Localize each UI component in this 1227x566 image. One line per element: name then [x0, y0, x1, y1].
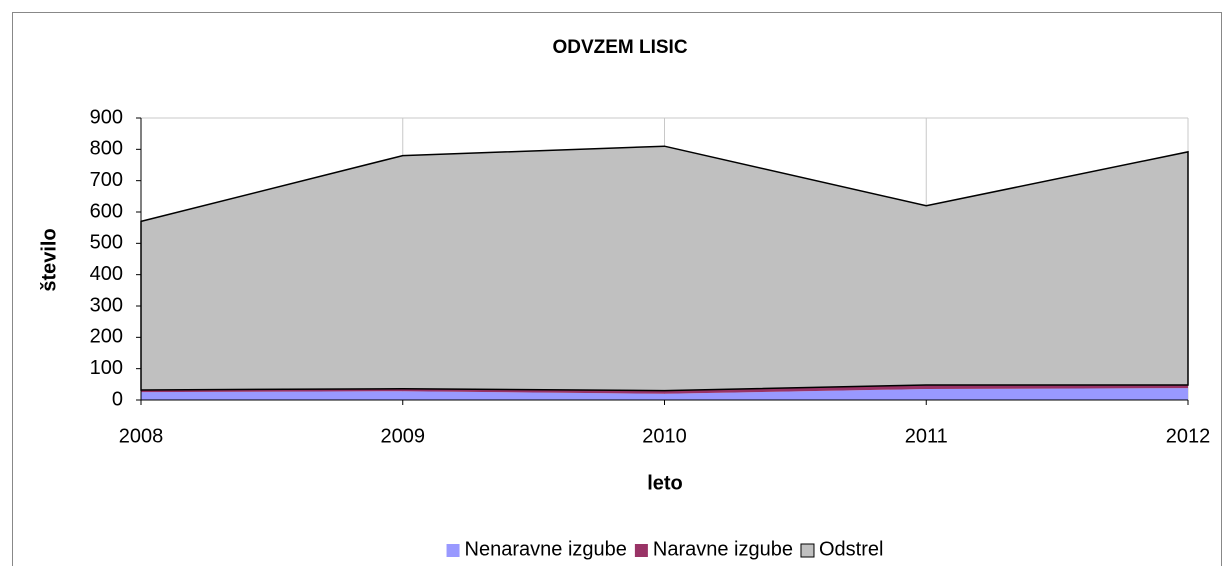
y-tick-label: 800 — [90, 138, 123, 160]
legend-label: Naravne izgube — [653, 538, 793, 560]
legend-label: Odstrel — [819, 538, 883, 560]
x-tick-label: 2008 — [119, 425, 164, 447]
x-tick-label: 2009 — [381, 425, 426, 447]
y-tick-label: 600 — [90, 200, 123, 222]
y-tick-label: 300 — [90, 294, 123, 316]
area — [141, 384, 1188, 394]
x-axis-label: leto — [647, 472, 683, 494]
y-tick-label: 200 — [90, 326, 123, 348]
area — [141, 388, 1188, 400]
legend-swatch — [800, 543, 815, 558]
y-tick-label: 700 — [90, 169, 123, 191]
area — [140, 145, 1189, 392]
x-tick-label: 2011 — [905, 425, 948, 447]
y-tick-label: 900 — [90, 106, 123, 128]
y-tick-label: 100 — [90, 357, 123, 379]
legend-swatch — [634, 544, 648, 557]
chart-title: ODVZEM LISIC — [552, 37, 687, 58]
x-tick-label: 2010 — [642, 425, 687, 447]
y-tick-label: 400 — [90, 263, 123, 285]
y-tick-label: 500 — [90, 232, 123, 254]
y-axis-label: število — [38, 228, 60, 291]
legend-label: Nenaravne izgube — [465, 538, 627, 560]
y-tick-label: 0 — [112, 388, 123, 410]
legend: Nenaravne izgube Naravne izgube Odstrel — [446, 538, 883, 560]
legend-swatch — [446, 544, 460, 557]
x-tick-label: 2012 — [1166, 425, 1211, 447]
